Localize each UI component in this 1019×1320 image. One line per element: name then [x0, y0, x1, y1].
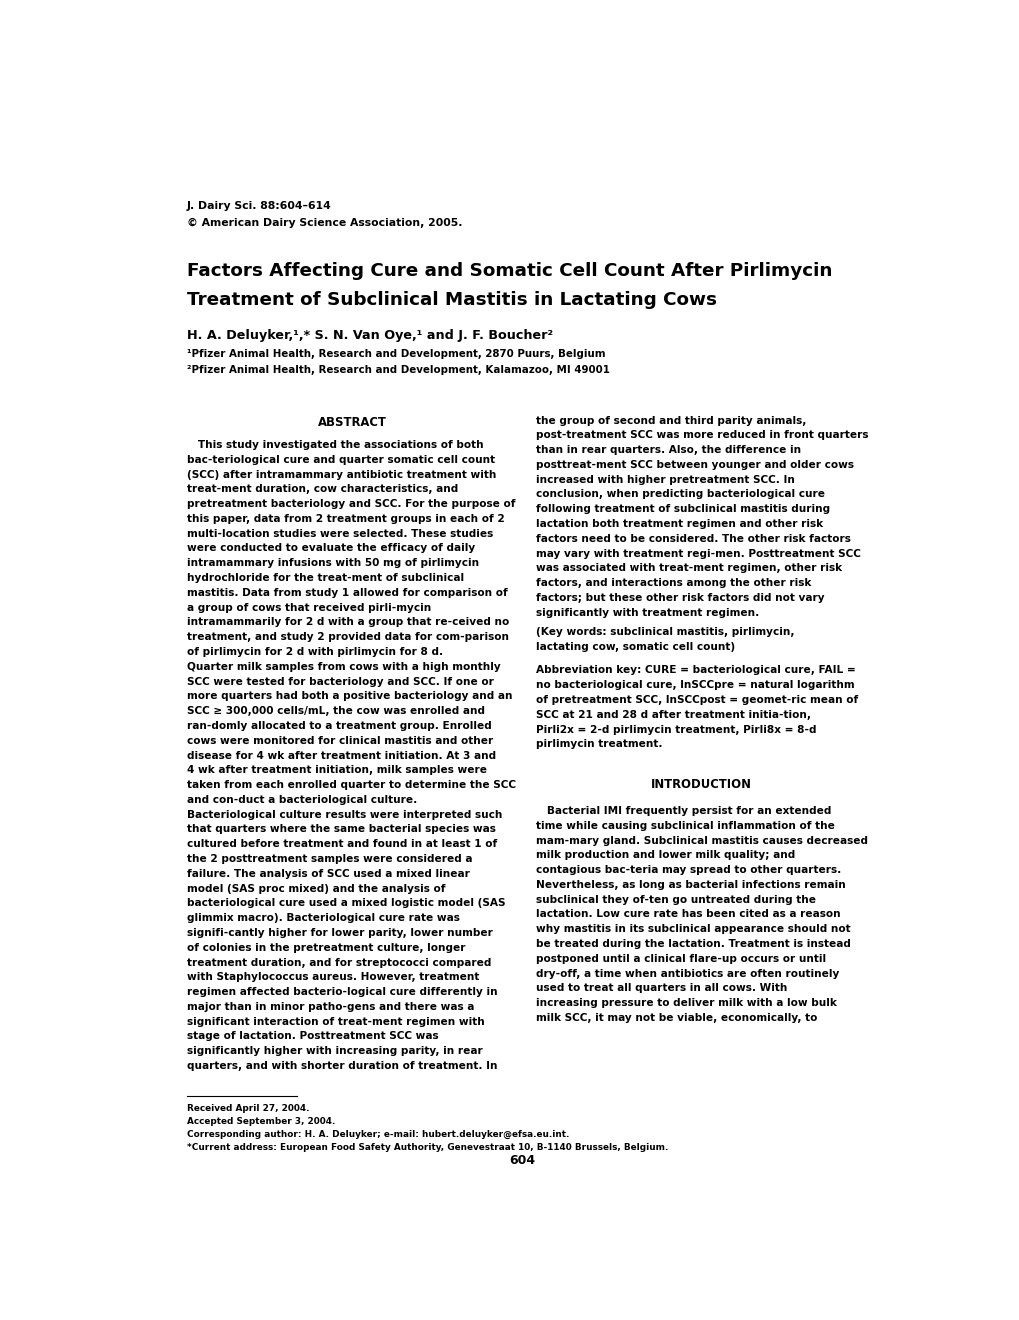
Text: (SCC) after intramammary antibiotic treatment with: (SCC) after intramammary antibiotic trea… — [186, 470, 495, 479]
Text: treat-ment duration, cow characteristics, and: treat-ment duration, cow characteristics… — [186, 484, 458, 494]
Text: no bacteriological cure, lnSCCpre = natural logarithm: no bacteriological cure, lnSCCpre = natu… — [536, 680, 854, 690]
Text: Bacterial IMI frequently persist for an extended: Bacterial IMI frequently persist for an … — [536, 807, 830, 816]
Text: factors need to be considered. The other risk factors: factors need to be considered. The other… — [536, 533, 850, 544]
Text: following treatment of subclinical mastitis during: following treatment of subclinical masti… — [536, 504, 829, 515]
Text: multi-location studies were selected. These studies: multi-location studies were selected. Th… — [186, 529, 492, 539]
Text: Accepted September 3, 2004.: Accepted September 3, 2004. — [186, 1117, 335, 1126]
Text: treatment, and study 2 provided data for com-parison: treatment, and study 2 provided data for… — [186, 632, 508, 643]
Text: with Staphylococcus aureus. However, treatment: with Staphylococcus aureus. However, tre… — [186, 973, 479, 982]
Text: regimen affected bacterio-logical cure differently in: regimen affected bacterio-logical cure d… — [186, 987, 497, 997]
Text: pretreatment bacteriology and SCC. For the purpose of: pretreatment bacteriology and SCC. For t… — [186, 499, 515, 510]
Text: signifi-cantly higher for lower parity, lower number: signifi-cantly higher for lower parity, … — [186, 928, 492, 939]
Text: factors, and interactions among the other risk: factors, and interactions among the othe… — [536, 578, 811, 589]
Text: J. Dairy Sci. 88:604–614: J. Dairy Sci. 88:604–614 — [186, 201, 331, 211]
Text: be treated during the lactation. Treatment is instead: be treated during the lactation. Treatme… — [536, 939, 850, 949]
Text: ¹Pfizer Animal Health, Research and Development, 2870 Puurs, Belgium: ¹Pfizer Animal Health, Research and Deve… — [186, 350, 604, 359]
Text: and con-duct a bacteriological culture.: and con-duct a bacteriological culture. — [186, 795, 417, 805]
Text: that quarters where the same bacterial species was: that quarters where the same bacterial s… — [186, 825, 495, 834]
Text: of colonies in the pretreatment culture, longer: of colonies in the pretreatment culture,… — [186, 942, 465, 953]
Text: SCC at 21 and 28 d after treatment initia-tion,: SCC at 21 and 28 d after treatment initi… — [536, 710, 810, 719]
Text: Quarter milk samples from cows with a high monthly: Quarter milk samples from cows with a hi… — [186, 661, 500, 672]
Text: stage of lactation. Posttreatment SCC was: stage of lactation. Posttreatment SCC wa… — [186, 1031, 438, 1041]
Text: significantly with treatment regimen.: significantly with treatment regimen. — [536, 607, 759, 618]
Text: (Key words: subclinical mastitis, pirlimycin,: (Key words: subclinical mastitis, pirlim… — [536, 627, 794, 638]
Text: 604: 604 — [510, 1155, 535, 1167]
Text: significantly higher with increasing parity, in rear: significantly higher with increasing par… — [186, 1047, 482, 1056]
Text: *Current address: European Food Safety Authority, Genevestraat 10, B-1140 Brusse: *Current address: European Food Safety A… — [186, 1143, 667, 1152]
Text: this paper, data from 2 treatment groups in each of 2: this paper, data from 2 treatment groups… — [186, 513, 504, 524]
Text: factors; but these other risk factors did not vary: factors; but these other risk factors di… — [536, 593, 824, 603]
Text: was associated with treat-ment regimen, other risk: was associated with treat-ment regimen, … — [536, 564, 842, 573]
Text: dry-off, a time when antibiotics are often routinely: dry-off, a time when antibiotics are oft… — [536, 969, 839, 978]
Text: than in rear quarters. Also, the difference in: than in rear quarters. Also, the differe… — [536, 445, 801, 455]
Text: posttreat-ment SCC between younger and older cows: posttreat-ment SCC between younger and o… — [536, 459, 853, 470]
Text: why mastitis in its subclinical appearance should not: why mastitis in its subclinical appearan… — [536, 924, 850, 935]
Text: ran-domly allocated to a treatment group. Enrolled: ran-domly allocated to a treatment group… — [186, 721, 491, 731]
Text: contagious bac-teria may spread to other quarters.: contagious bac-teria may spread to other… — [536, 865, 841, 875]
Text: mastitis. Data from study 1 allowed for comparison of: mastitis. Data from study 1 allowed for … — [186, 587, 507, 598]
Text: Nevertheless, as long as bacterial infections remain: Nevertheless, as long as bacterial infec… — [536, 880, 845, 890]
Text: more quarters had both a positive bacteriology and an: more quarters had both a positive bacter… — [186, 692, 512, 701]
Text: may vary with treatment regi-men. Posttreatment SCC: may vary with treatment regi-men. Posttr… — [536, 549, 860, 558]
Text: milk production and lower milk quality; and: milk production and lower milk quality; … — [536, 850, 795, 861]
Text: a group of cows that received pirli-mycin: a group of cows that received pirli-myci… — [186, 603, 431, 612]
Text: increased with higher pretreatment SCC. In: increased with higher pretreatment SCC. … — [536, 475, 794, 484]
Text: ABSTRACT: ABSTRACT — [317, 416, 386, 429]
Text: Corresponding author: H. A. Deluyker; e-mail: hubert.deluyker@efsa.eu.int.: Corresponding author: H. A. Deluyker; e-… — [186, 1130, 569, 1139]
Text: time while causing subclinical inflammation of the: time while causing subclinical inflammat… — [536, 821, 835, 830]
Text: lactation both treatment regimen and other risk: lactation both treatment regimen and oth… — [536, 519, 822, 529]
Text: bac-teriological cure and quarter somatic cell count: bac-teriological cure and quarter somati… — [186, 454, 494, 465]
Text: postponed until a clinical flare-up occurs or until: postponed until a clinical flare-up occu… — [536, 954, 825, 964]
Text: milk SCC, it may not be viable, economically, to: milk SCC, it may not be viable, economic… — [536, 1012, 817, 1023]
Text: mam-mary gland. Subclinical mastitis causes decreased: mam-mary gland. Subclinical mastitis cau… — [536, 836, 867, 846]
Text: This study investigated the associations of both: This study investigated the associations… — [186, 440, 483, 450]
Text: Treatment of Subclinical Mastitis in Lactating Cows: Treatment of Subclinical Mastitis in Lac… — [186, 290, 716, 309]
Text: significant interaction of treat-ment regimen with: significant interaction of treat-ment re… — [186, 1016, 484, 1027]
Text: subclinical they of-ten go untreated during the: subclinical they of-ten go untreated dur… — [536, 895, 815, 904]
Text: were conducted to evaluate the efficacy of daily: were conducted to evaluate the efficacy … — [186, 544, 475, 553]
Text: lactating cow, somatic cell count): lactating cow, somatic cell count) — [536, 642, 735, 652]
Text: 4 wk after treatment initiation, milk samples were: 4 wk after treatment initiation, milk sa… — [186, 766, 486, 775]
Text: failure. The analysis of SCC used a mixed linear: failure. The analysis of SCC used a mixe… — [186, 869, 469, 879]
Text: bacteriological cure used a mixed logistic model (SAS: bacteriological cure used a mixed logist… — [186, 899, 504, 908]
Text: treatment duration, and for streptococci compared: treatment duration, and for streptococci… — [186, 957, 491, 968]
Text: ²Pfizer Animal Health, Research and Development, Kalamazoo, MI 49001: ²Pfizer Animal Health, Research and Deve… — [186, 364, 609, 375]
Text: glimmix macro). Bacteriological cure rate was: glimmix macro). Bacteriological cure rat… — [186, 913, 460, 923]
Text: hydrochloride for the treat-ment of subclinical: hydrochloride for the treat-ment of subc… — [186, 573, 464, 583]
Text: used to treat all quarters in all cows. With: used to treat all quarters in all cows. … — [536, 983, 787, 994]
Text: Received April 27, 2004.: Received April 27, 2004. — [186, 1104, 309, 1113]
Text: the group of second and third parity animals,: the group of second and third parity ani… — [536, 416, 806, 425]
Text: Abbreviation key: CURE = bacteriological cure, FAIL =: Abbreviation key: CURE = bacteriological… — [536, 665, 855, 676]
Text: of pirlimycin for 2 d with pirlimycin for 8 d.: of pirlimycin for 2 d with pirlimycin fo… — [186, 647, 442, 657]
Text: SCC ≥ 300,000 cells/mL, the cow was enrolled and: SCC ≥ 300,000 cells/mL, the cow was enro… — [186, 706, 484, 717]
Text: disease for 4 wk after treatment initiation. At 3 and: disease for 4 wk after treatment initiat… — [186, 751, 495, 760]
Text: intramammarily for 2 d with a group that re-ceived no: intramammarily for 2 d with a group that… — [186, 618, 508, 627]
Text: cultured before treatment and found in at least 1 of: cultured before treatment and found in a… — [186, 840, 496, 849]
Text: conclusion, when predicting bacteriological cure: conclusion, when predicting bacteriologi… — [536, 490, 824, 499]
Text: © American Dairy Science Association, 2005.: © American Dairy Science Association, 20… — [186, 218, 462, 228]
Text: taken from each enrolled quarter to determine the SCC: taken from each enrolled quarter to dete… — [186, 780, 516, 791]
Text: SCC were tested for bacteriology and SCC. If one or: SCC were tested for bacteriology and SCC… — [186, 677, 493, 686]
Text: of pretreatment SCC, lnSCCpost = geomet-ric mean of: of pretreatment SCC, lnSCCpost = geomet-… — [536, 696, 858, 705]
Text: intramammary infusions with 50 mg of pirlimycin: intramammary infusions with 50 mg of pir… — [186, 558, 479, 568]
Text: Factors Affecting Cure and Somatic Cell Count After Pirlimycin: Factors Affecting Cure and Somatic Cell … — [186, 263, 832, 280]
Text: model (SAS proc mixed) and the analysis of: model (SAS proc mixed) and the analysis … — [186, 883, 445, 894]
Text: INTRODUCTION: INTRODUCTION — [650, 777, 751, 791]
Text: the 2 posttreatment samples were considered a: the 2 posttreatment samples were conside… — [186, 854, 472, 865]
Text: post-treatment SCC was more reduced in front quarters: post-treatment SCC was more reduced in f… — [536, 430, 868, 441]
Text: Pirli2x = 2-d pirlimycin treatment, Pirli8x = 8-d: Pirli2x = 2-d pirlimycin treatment, Pirl… — [536, 725, 816, 735]
Text: lactation. Low cure rate has been cited as a reason: lactation. Low cure rate has been cited … — [536, 909, 840, 920]
Text: H. A. Deluyker,¹,* S. N. Van Oye,¹ and J. F. Boucher²: H. A. Deluyker,¹,* S. N. Van Oye,¹ and J… — [186, 329, 552, 342]
Text: increasing pressure to deliver milk with a low bulk: increasing pressure to deliver milk with… — [536, 998, 837, 1008]
Text: cows were monitored for clinical mastitis and other: cows were monitored for clinical mastiti… — [186, 735, 492, 746]
Text: major than in minor patho-gens and there was a: major than in minor patho-gens and there… — [186, 1002, 474, 1012]
Text: pirlimycin treatment.: pirlimycin treatment. — [536, 739, 662, 750]
Text: Bacteriological culture results were interpreted such: Bacteriological culture results were int… — [186, 809, 501, 820]
Text: quarters, and with shorter duration of treatment. In: quarters, and with shorter duration of t… — [186, 1061, 497, 1071]
